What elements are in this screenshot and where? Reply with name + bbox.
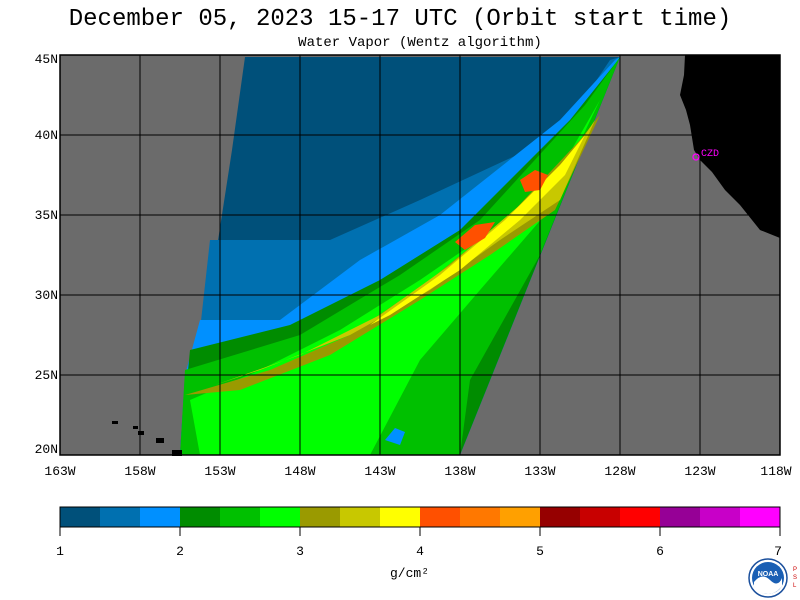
lon-label-153w: 153W — [204, 464, 236, 479]
colorbar-label-7: 7 — [774, 544, 782, 559]
colorbar-swatch — [500, 507, 541, 527]
colorbar-swatch — [740, 507, 781, 527]
colorbar-swatch — [620, 507, 661, 527]
colorbar-label-6: 6 — [656, 544, 664, 559]
lat-label-25n: 25N — [34, 368, 58, 383]
colorbar-swatch — [540, 507, 581, 527]
colorbar-swatch — [300, 507, 341, 527]
satellite-swath — [180, 57, 620, 455]
california-landmass — [680, 55, 780, 238]
colorbar-swatch — [420, 507, 461, 527]
logo-text: NOAA — [758, 571, 779, 578]
map-subtitle: Water Vapor (Wentz algorithm) — [298, 35, 542, 51]
swath-blue-patch — [385, 428, 405, 445]
lat-label-40n: 40N — [34, 128, 58, 143]
lon-label-128w: 128W — [604, 464, 636, 479]
colorbar-label-5: 5 — [536, 544, 544, 559]
colorbar-label-3: 3 — [296, 544, 304, 559]
colorbar-swatch — [60, 507, 101, 527]
colorbar-swatch — [460, 507, 501, 527]
station-marker-icon — [692, 153, 700, 161]
lon-label-138w: 138W — [444, 464, 476, 479]
hawaiian-islands — [112, 421, 182, 456]
lon-label-118w: 118W — [760, 464, 792, 479]
lat-label-20n: 20N — [34, 442, 58, 457]
lon-label-158w: 158W — [124, 464, 156, 479]
map-frame — [59, 54, 781, 456]
lon-label-143w: 143W — [364, 464, 396, 479]
swath-peak-orange-1 — [455, 222, 495, 250]
colorbar-swatch — [220, 507, 261, 527]
colorbar-label-4: 4 — [416, 544, 424, 559]
noaa-logo-icon: NOAA — [748, 558, 788, 598]
colorbar-swatch — [700, 507, 741, 527]
colorbar-swatch — [580, 507, 621, 527]
lon-label-148w: 148W — [284, 464, 316, 479]
colorbar-swatch — [260, 507, 301, 527]
colorbar-swatch — [100, 507, 141, 527]
lat-label-35n: 35N — [34, 208, 58, 223]
colorbar-swatch — [140, 507, 181, 527]
colorbar-label-1: 1 — [56, 544, 64, 559]
colorbar-ticks — [59, 527, 781, 536]
lon-label-123w: 123W — [684, 464, 716, 479]
swath-peak-orange-2 — [520, 170, 548, 192]
map-grid — [60, 55, 780, 455]
colorbar — [60, 507, 781, 527]
colorbar-swatch — [180, 507, 221, 527]
colorbar-swatch — [340, 507, 381, 527]
colorbar-unit: g/cm² — [390, 566, 430, 581]
lat-label-45n: 45N — [34, 52, 58, 67]
lon-label-163w: 163W — [44, 464, 76, 479]
logo-side-letters: PSL — [793, 567, 798, 589]
lon-label-133w: 133W — [524, 464, 556, 479]
map-title: December 05, 2023 15-17 UTC (Orbit start… — [68, 6, 732, 33]
colorbar-swatch — [660, 507, 701, 527]
lat-label-30n: 30N — [34, 288, 58, 303]
station-label: CZD — [701, 149, 719, 160]
colorbar-label-2: 2 — [176, 544, 184, 559]
colorbar-swatch — [380, 507, 421, 527]
